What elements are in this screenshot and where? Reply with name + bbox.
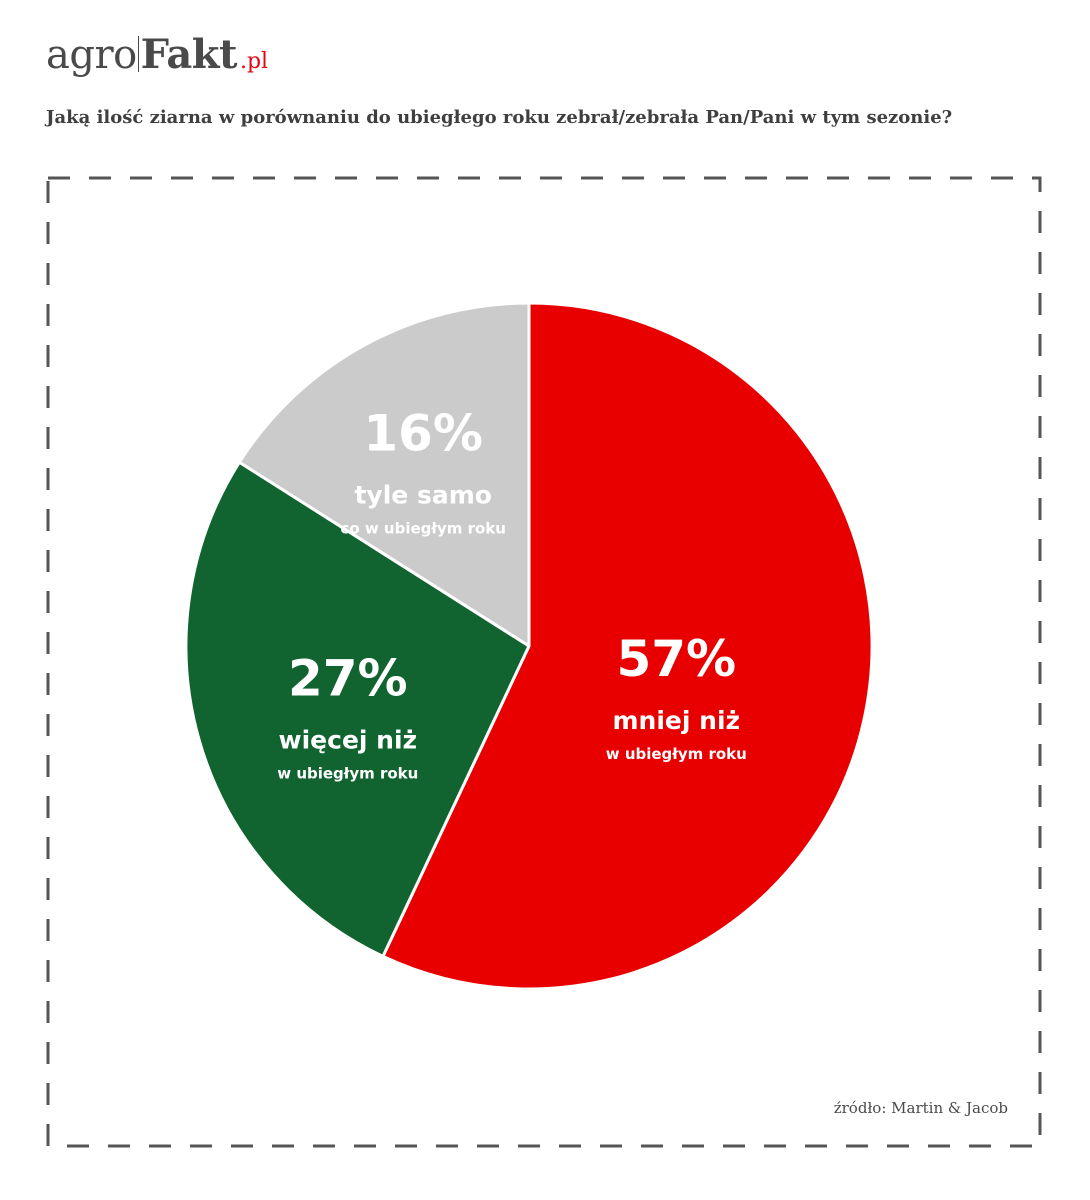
logo-part-agro: agro [46, 32, 137, 78]
slice-percent-1: 57% [616, 630, 736, 688]
logo-part-fakt: Fakt [140, 31, 238, 78]
chart-question: Jaką ilość ziarna w porównaniu do ubiegł… [46, 107, 953, 128]
slice-category-1: mniej niż [613, 706, 741, 735]
pie-slice-1 [381, 301, 874, 991]
slice-subtitle-3: co w ubiegłym roku [340, 520, 506, 538]
slice-percent-2: 27% [288, 650, 408, 708]
pie-slice-2 [184, 460, 531, 958]
slice-subtitle-2: w ubiegłym roku [277, 765, 418, 783]
slice-label-2: 27% więcej niż w ubiegłym roku [277, 650, 418, 783]
source-note: źródło: Martin & Jacob [833, 1099, 1008, 1117]
slice-percent-3: 16% [363, 405, 483, 463]
slice-label-1: 57% mniej niż w ubiegłym roku [606, 630, 747, 763]
slice-subtitle-1: w ubiegłym roku [606, 745, 747, 763]
slice-category-3: tyle samo [354, 481, 491, 510]
slice-category-2: więcej niż [279, 726, 418, 755]
brand-logo[interactable]: agro Fakt .pl [46, 30, 268, 80]
pie-slice-3 [237, 301, 531, 648]
slice-label-3: 16% tyle samo co w ubiegłym roku [340, 405, 506, 538]
logo-separator [137, 36, 139, 72]
logo-part-tld: .pl [239, 49, 269, 74]
